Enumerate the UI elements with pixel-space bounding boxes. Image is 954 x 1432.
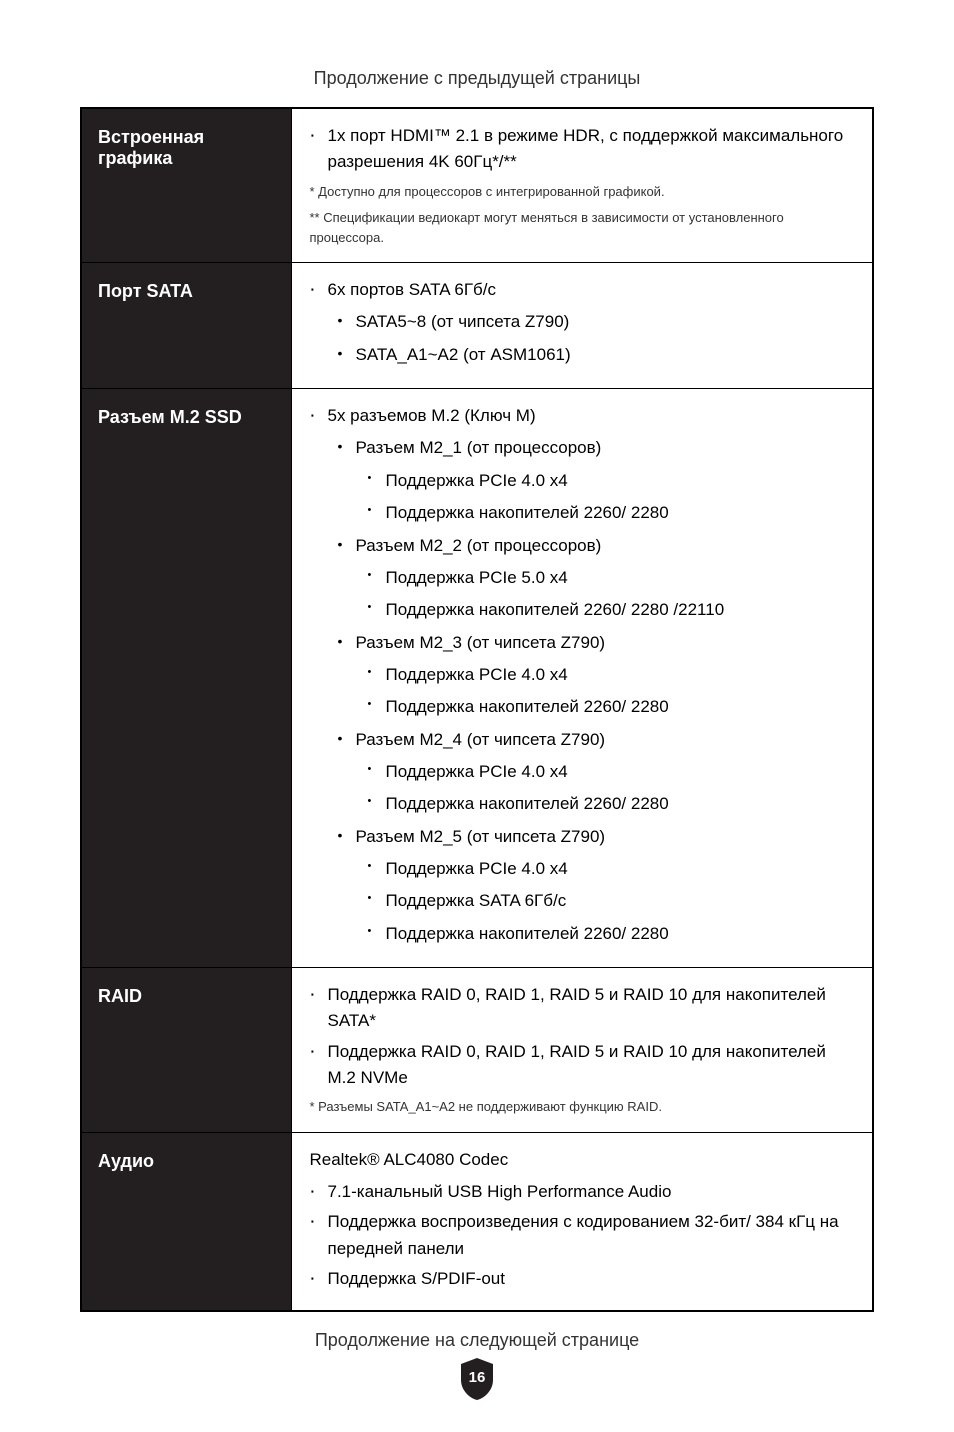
table-row: RAID Поддержка RAID 0, RAID 1, RAID 5 и … [81,967,873,1132]
list-item: Поддержка RAID 0, RAID 1, RAID 5 и RAID … [310,982,855,1035]
list-item-text: Разъем M2_4 (от чипсета Z790) [356,730,606,749]
continuation-bottom: Продолжение на следующей странице [80,1330,874,1351]
list-item: Поддержка PCIe 4.0 x4 [368,662,855,688]
row-content-audio: Realtek® ALC4080 Codec 7.1-канальный USB… [291,1132,873,1311]
list-item: Поддержка PCIe 4.0 x4 [368,468,855,494]
row-label-graphics: Встроенная графика [81,108,291,263]
list-item: SATA5~8 (от чипсета Z790) [338,309,855,335]
list-item: 1x порт HDMI™ 2.1 в режиме HDR, с поддер… [310,123,855,176]
list-item-text: Разъем M2_1 (от процессоров) [356,438,602,457]
list-item: Разъем M2_3 (от чипсета Z790) Поддержка … [338,630,855,721]
list-item: Поддержка SATA 6Гб/с [368,888,855,914]
row-content-raid: Поддержка RAID 0, RAID 1, RAID 5 и RAID … [291,967,873,1132]
list-item: Поддержка PCIe 4.0 x4 [368,759,855,785]
list-item: Поддержка накопителей 2260/ 2280 [368,791,855,817]
table-row: Встроенная графика 1x порт HDMI™ 2.1 в р… [81,108,873,263]
list-item: Разъем M2_5 (от чипсета Z790) Поддержка … [338,824,855,947]
list-item: Поддержка накопителей 2260/ 2280 [368,921,855,947]
list-item: Разъем M2_4 (от чипсета Z790) Поддержка … [338,727,855,818]
table-row: Порт SATA 6x портов SATA 6Гб/с SATA5~8 (… [81,263,873,389]
footnote: * Разъемы SATA_A1~A2 не поддерживают фун… [310,1097,855,1117]
list-item-text: Разъем M2_3 (от чипсета Z790) [356,633,606,652]
list-item: Поддержка воспроизведения с кодированием… [310,1209,855,1262]
list-item: SATA_A1~A2 (от ASM1061) [338,342,855,368]
list-item: 5x разъемов M.2 (Ключ M) Разъем M2_1 (от… [310,403,855,947]
continuation-top: Продолжение с предыдущей страницы [80,68,874,89]
list-item: Поддержка S/PDIF-out [310,1266,855,1292]
footnote: ** Спецификации ведиокарт могут меняться… [310,208,855,248]
list-item: Поддержка накопителей 2260/ 2280 [368,694,855,720]
list-item-text: Разъем M2_5 (от чипсета Z790) [356,827,606,846]
table-row: Аудио Realtek® ALC4080 Codec 7.1-канальн… [81,1132,873,1311]
row-content-sata: 6x портов SATA 6Гб/с SATA5~8 (от чипсета… [291,263,873,389]
row-label-raid: RAID [81,967,291,1132]
list-item: Поддержка PCIe 4.0 x4 [368,856,855,882]
list-item-text: 6x портов SATA 6Гб/с [328,280,497,299]
list-item: Поддержка накопителей 2260/ 2280 [368,500,855,526]
row-label-audio: Аудио [81,1132,291,1311]
list-item: 6x портов SATA 6Гб/с SATA5~8 (от чипсета… [310,277,855,368]
page: Продолжение с предыдущей страницы Встрое… [0,0,954,1432]
list-item: 7.1-канальный USB High Performance Audio [310,1179,855,1205]
table-row: Разъем M.2 SSD 5x разъемов M.2 (Ключ M) … [81,389,873,968]
footnote: * Доступно для процессоров с интегрирова… [310,182,855,202]
list-item-text: 5x разъемов M.2 (Ключ M) [328,406,536,425]
list-item-text: Разъем M2_2 (от процессоров) [356,536,602,555]
list-item: Разъем M2_2 (от процессоров) Поддержка P… [338,533,855,624]
row-label-m2: Разъем M.2 SSD [81,389,291,968]
page-number-badge: 16 [457,1356,497,1402]
row-label-sata: Порт SATA [81,263,291,389]
row-content-graphics: 1x порт HDMI™ 2.1 в режиме HDR, с поддер… [291,108,873,263]
audio-codec: Realtek® ALC4080 Codec [310,1147,855,1173]
page-number: 16 [469,1369,486,1386]
row-content-m2: 5x разъемов M.2 (Ключ M) Разъем M2_1 (от… [291,389,873,968]
list-item: Поддержка PCIe 5.0 x4 [368,565,855,591]
spec-table: Встроенная графика 1x порт HDMI™ 2.1 в р… [80,107,874,1312]
list-item: Разъем M2_1 (от процессоров) Поддержка P… [338,435,855,526]
list-item: Поддержка накопителей 2260/ 2280 /22110 [368,597,855,623]
list-item: Поддержка RAID 0, RAID 1, RAID 5 и RAID … [310,1039,855,1092]
